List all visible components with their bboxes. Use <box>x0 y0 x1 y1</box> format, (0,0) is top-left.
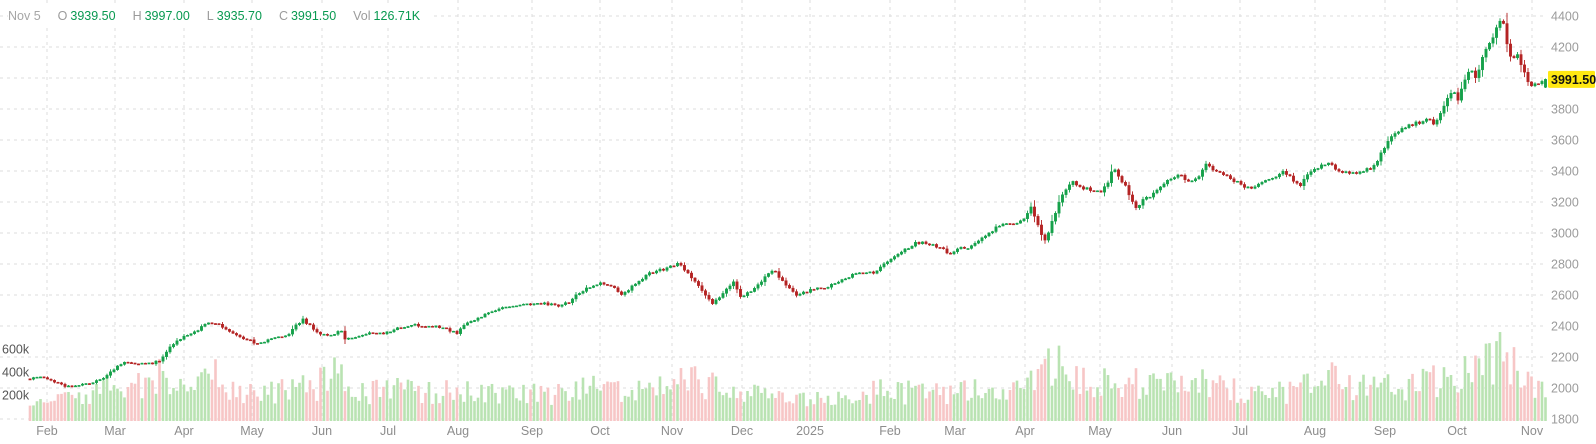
grid-layer <box>0 0 1546 421</box>
legend-date: Nov 5 <box>8 9 41 23</box>
x-axis-tick: Dec <box>731 424 753 438</box>
y-axis-tick: 3200 <box>1551 196 1579 210</box>
x-axis-tick: Mar <box>104 424 126 438</box>
y-axis-tick: 3000 <box>1551 227 1579 241</box>
x-axis-tick: Nov <box>661 424 684 438</box>
volume-layer <box>28 332 1547 421</box>
y-axis-tick: 3800 <box>1551 103 1579 117</box>
y-axis-tick: 2000 <box>1551 382 1579 396</box>
volume-axis-tick: 200k <box>2 389 30 403</box>
x-axis-tick: 2025 <box>796 424 824 438</box>
x-axis-tick: Jul <box>380 424 396 438</box>
x-axis-tick: Jun <box>312 424 332 438</box>
y-axis-tick: 4200 <box>1551 41 1579 55</box>
x-axis-tick: May <box>240 424 264 438</box>
candles-layer <box>28 12 1547 389</box>
x-axis-tick: Sep <box>521 424 543 438</box>
volume-axis-tick: 600k <box>2 343 30 357</box>
x-axis-tick: Nov <box>1521 424 1544 438</box>
x-axis-tick: Apr <box>1015 424 1034 438</box>
y-axis-tick: 2600 <box>1551 289 1579 303</box>
x-axis-tick: Oct <box>590 424 610 438</box>
legend-close: C 3991.50 <box>278 9 337 23</box>
x-axis-tick: Sep <box>1374 424 1396 438</box>
x-axis-tick: Aug <box>447 424 469 438</box>
y-axis-tick: 4400 <box>1551 10 1579 24</box>
last-price-tag-bg <box>1548 70 1595 88</box>
x-axis-tick: Jul <box>1232 424 1248 438</box>
volume-axis-tick: 400k <box>2 366 30 380</box>
x-axis-labels: Feb Mar Apr May Jun Jul Aug Sep Oct Nov Dec 2025 Feb… <box>36 424 1544 438</box>
x-axis-tick: Feb <box>36 424 58 438</box>
x-axis-tick: Oct <box>1447 424 1467 438</box>
legend-volume: Vol 126.71K <box>353 9 421 23</box>
legend-high: H 3997.00 <box>132 9 190 23</box>
ohlc-legend: Nov 5 O 3939.50 H 3997.00 L 3935.70 C 3991.5… <box>8 6 433 26</box>
x-axis-tick: May <box>1088 424 1112 438</box>
y-axis-tick: 2800 <box>1551 258 1579 272</box>
y-axis-tick: 1800 <box>1551 413 1579 427</box>
y-axis-tick: 2400 <box>1551 320 1579 334</box>
last-price-tag-text: 3991.50 <box>1551 73 1596 87</box>
x-axis-tick: Aug <box>1304 424 1326 438</box>
x-axis-tick: Jun <box>1162 424 1182 438</box>
y-axis-tick: 3400 <box>1551 165 1579 179</box>
y-axis-tick: 3600 <box>1551 134 1579 148</box>
y-axis-tick: 2200 <box>1551 351 1579 365</box>
legend-low: L 3935.70 <box>206 9 262 23</box>
x-axis-tick: Feb <box>879 424 901 438</box>
x-axis-tick: Apr <box>174 424 193 438</box>
legend-open: O 3939.50 <box>57 9 116 23</box>
x-axis-tick: Mar <box>944 424 966 438</box>
last-price-label: 3991.50 <box>1548 70 1596 88</box>
volume-axis-labels: 600k 400k 200k <box>2 343 30 403</box>
